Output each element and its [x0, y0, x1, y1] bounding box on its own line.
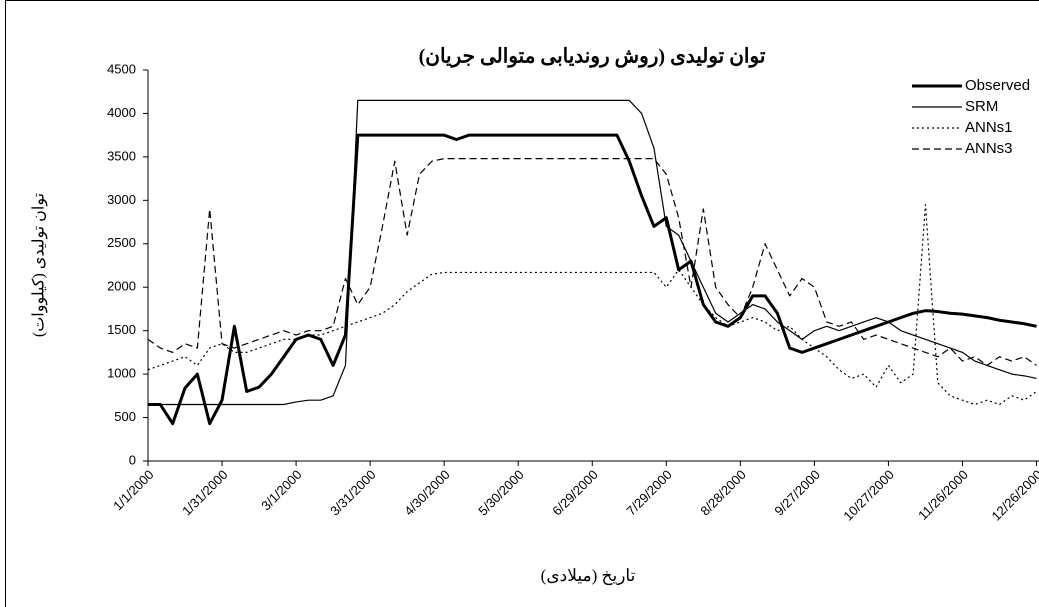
frame: [5, 0, 1039, 607]
x-tick-label: 3/1/2000: [258, 467, 304, 513]
y-tick-label: 4500: [107, 61, 136, 76]
x-tick-label: 11/26/2000: [915, 467, 971, 523]
y-tick-label: 2000: [107, 279, 136, 294]
series-line: [147, 158, 1037, 367]
y-axis-label: توان تولیدی (کیلووات): [31, 193, 48, 337]
x-tick-label: 1/31/2000: [179, 467, 231, 519]
legend-label: ANNs1: [965, 119, 1013, 136]
series-line: [148, 133, 1037, 426]
y-tick-label: 4000: [107, 105, 136, 120]
series-line: [148, 99, 1037, 406]
legend-label: SRM: [965, 98, 998, 115]
y-tick-label: 1000: [107, 366, 136, 381]
y-tick-label: 500: [114, 409, 136, 424]
x-axis-label: تاریخ (میلادی): [541, 566, 636, 586]
x-tick-label: 9/27/2000: [771, 467, 823, 519]
x-tick-label: 5/30/2000: [475, 467, 527, 519]
chart-title: توان تولیدی (روش روندیابی متوالی جریان): [419, 46, 766, 69]
y-tick-label: 1500: [107, 322, 136, 337]
x-tick-label: 3/31/2000: [327, 467, 379, 519]
x-tick-label: 12/26/2000: [988, 467, 1039, 524]
y-tick-label: 2500: [107, 235, 136, 250]
y-tick-label: 3000: [107, 192, 136, 207]
x-tick-label: 4/30/2000: [401, 467, 453, 519]
legend-label: Observed: [965, 77, 1030, 94]
series-line: [147, 204, 1037, 406]
x-tick-label: 10/27/2000: [840, 467, 897, 524]
x-tick-label: 8/28/2000: [697, 467, 749, 519]
y-tick-label: 0: [129, 452, 136, 467]
x-tick-label: 1/1/2000: [110, 467, 156, 513]
y-tick-label: 3500: [107, 148, 136, 163]
x-tick-label: 6/29/2000: [549, 467, 601, 519]
legend-label: ANNs3: [965, 140, 1013, 157]
x-tick-label: 7/29/2000: [623, 467, 675, 519]
